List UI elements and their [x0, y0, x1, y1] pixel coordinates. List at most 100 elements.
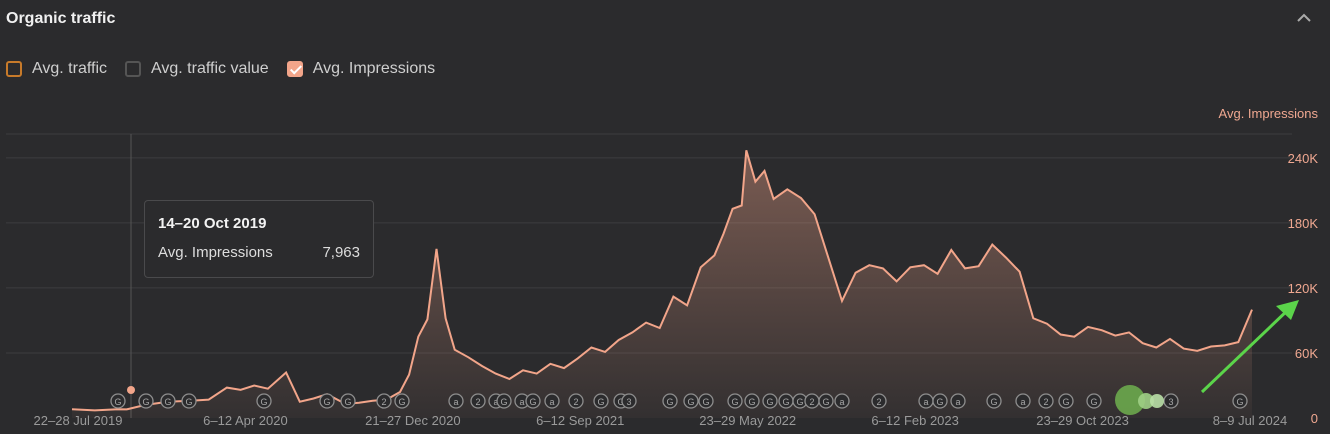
- y-tick-label: 0: [1311, 411, 1318, 426]
- impressions-line: [71, 150, 1253, 412]
- x-tick-label: 23–29 May 2022: [699, 413, 796, 428]
- event-marker[interactable]: 3: [1163, 393, 1179, 409]
- event-marker[interactable]: a: [448, 393, 464, 409]
- svg-text:G: G: [398, 397, 405, 407]
- svg-text:a: a: [519, 397, 524, 407]
- checkbox-avg-traffic[interactable]: [6, 61, 22, 77]
- event-marker[interactable]: 2: [871, 393, 887, 409]
- x-tick-label: 21–27 Dec 2020: [365, 413, 460, 428]
- checkbox-avg-impressions[interactable]: [286, 61, 303, 77]
- event-cluster[interactable]: [1115, 385, 1164, 415]
- event-marker[interactable]: a: [918, 393, 934, 409]
- svg-text:G: G: [1090, 397, 1097, 407]
- event-marker[interactable]: G: [496, 393, 512, 409]
- event-marker[interactable]: a: [950, 393, 966, 409]
- svg-text:3: 3: [1168, 397, 1173, 407]
- event-marker[interactable]: G: [1232, 393, 1248, 409]
- event-marker[interactable]: a: [1015, 393, 1031, 409]
- event-marker[interactable]: G: [319, 393, 335, 409]
- svg-text:G: G: [731, 397, 738, 407]
- event-marker[interactable]: G: [778, 393, 794, 409]
- event-marker[interactable]: G: [744, 393, 760, 409]
- event-marker[interactable]: G: [662, 393, 678, 409]
- event-marker[interactable]: G: [698, 393, 714, 409]
- svg-text:G: G: [500, 397, 507, 407]
- legend-avg-traffic-value[interactable]: Avg. traffic value: [125, 60, 269, 78]
- chevron-up-icon[interactable]: [1294, 8, 1314, 28]
- svg-text:G: G: [990, 397, 997, 407]
- svg-text:a: a: [923, 397, 928, 407]
- svg-text:a: a: [493, 397, 498, 407]
- svg-text:G: G: [702, 397, 709, 407]
- svg-text:a: a: [839, 397, 844, 407]
- event-marker[interactable]: G: [181, 393, 197, 409]
- svg-text:G: G: [260, 397, 267, 407]
- event-marker[interactable]: 2: [804, 393, 820, 409]
- svg-text:G: G: [323, 397, 330, 407]
- svg-text:G: G: [822, 397, 829, 407]
- svg-text:G: G: [1236, 397, 1243, 407]
- legend-label: Avg. traffic: [32, 60, 107, 77]
- event-marker[interactable]: G: [110, 393, 126, 409]
- event-marker[interactable]: G: [932, 393, 948, 409]
- event-marker[interactable]: G: [683, 393, 699, 409]
- svg-text:G: G: [597, 397, 604, 407]
- event-marker[interactable]: G: [986, 393, 1002, 409]
- event-marker[interactable]: 3: [621, 393, 637, 409]
- event-marker[interactable]: G: [525, 393, 541, 409]
- event-marker[interactable]: G: [727, 393, 743, 409]
- svg-text:G: G: [782, 397, 789, 407]
- y-tick-label: 180K: [1288, 216, 1319, 231]
- event-marker[interactable]: 2: [1038, 393, 1054, 409]
- legend-avg-traffic[interactable]: Avg. traffic: [6, 60, 107, 78]
- event-marker[interactable]: G: [160, 393, 176, 409]
- event-marker[interactable]: 2: [470, 393, 486, 409]
- event-marker[interactable]: G: [593, 393, 609, 409]
- y-tick-label: 120K: [1288, 281, 1319, 296]
- checkbox-avg-traffic-value[interactable]: [125, 61, 141, 77]
- svg-text:G: G: [796, 397, 803, 407]
- event-marker[interactable]: 2: [376, 393, 392, 409]
- x-tick-label: 6–12 Apr 2020: [203, 413, 288, 428]
- svg-text:G: G: [114, 397, 121, 407]
- svg-text:a: a: [549, 397, 554, 407]
- legend-avg-impressions[interactable]: Avg. Impressions: [286, 60, 436, 78]
- impressions-area: [72, 150, 1252, 419]
- annotation-arrow: [1200, 300, 1299, 394]
- legend: Avg. traffic Avg. traffic value Avg. Imp…: [6, 60, 435, 78]
- x-tick-label: 22–28 Jul 2019: [34, 413, 123, 428]
- svg-text:G: G: [142, 397, 149, 407]
- event-marker[interactable]: G: [1058, 393, 1074, 409]
- svg-text:G: G: [748, 397, 755, 407]
- svg-text:3: 3: [626, 397, 631, 407]
- y-tick-label: 60K: [1295, 346, 1318, 361]
- svg-text:2: 2: [475, 397, 480, 407]
- chart-tooltip: 14–20 Oct 2019 Avg. Impressions 7,963: [144, 200, 374, 278]
- event-marker[interactable]: G: [138, 393, 154, 409]
- hover-point: [127, 386, 135, 394]
- svg-text:2: 2: [381, 397, 386, 407]
- legend-label: Avg. Impressions: [312, 60, 436, 77]
- tooltip-label: Avg. Impressions: [158, 244, 273, 261]
- svg-text:2: 2: [573, 397, 578, 407]
- event-marker[interactable]: G: [256, 393, 272, 409]
- legend-label: Avg. traffic value: [151, 60, 269, 77]
- event-marker[interactable]: G: [1086, 393, 1102, 409]
- event-marker[interactable]: a: [834, 393, 850, 409]
- y-tick-label: 240K: [1288, 151, 1319, 166]
- x-tick-label: 8–9 Jul 2024: [1213, 413, 1287, 428]
- svg-text:G: G: [617, 397, 624, 407]
- event-marker[interactable]: 2: [568, 393, 584, 409]
- event-marker[interactable]: G: [762, 393, 778, 409]
- event-marker[interactable]: G: [394, 393, 410, 409]
- event-marker[interactable]: a: [544, 393, 560, 409]
- event-marker[interactable]: G: [818, 393, 834, 409]
- svg-text:a: a: [453, 397, 458, 407]
- svg-text:a: a: [1020, 397, 1025, 407]
- y-axis-title: Avg. Impressions: [1219, 106, 1319, 121]
- panel-title: Organic traffic: [6, 10, 116, 27]
- svg-text:G: G: [766, 397, 773, 407]
- event-marker[interactable]: G: [340, 393, 356, 409]
- tooltip-value: 7,963: [322, 244, 360, 261]
